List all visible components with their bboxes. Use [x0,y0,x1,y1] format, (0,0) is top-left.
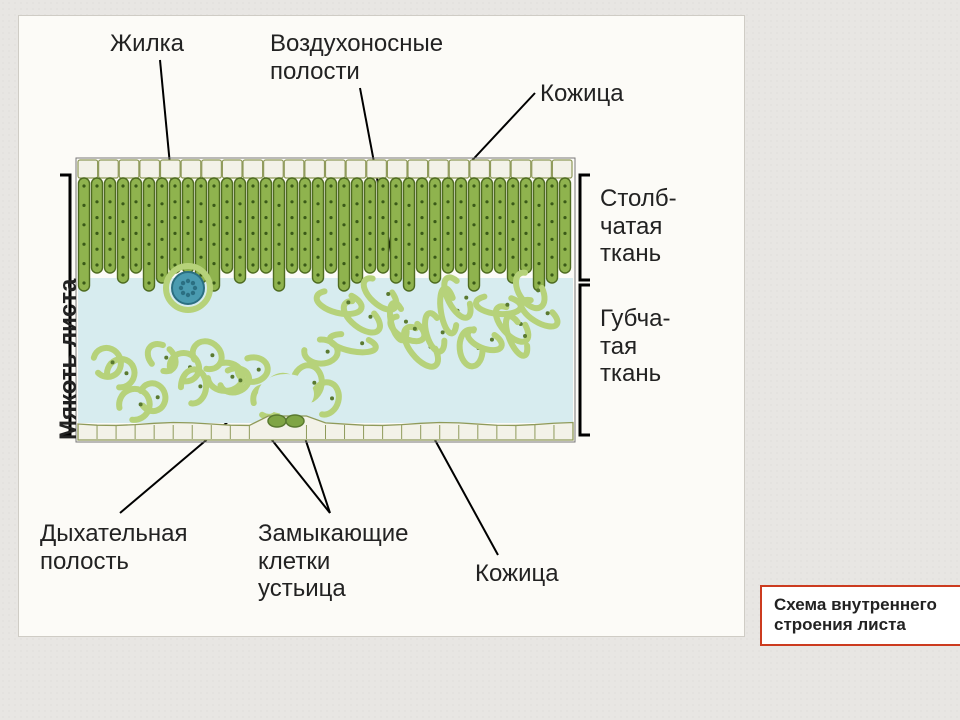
caption-text: Схема внутреннего строения листа [774,595,937,634]
label-vein: Жилка [110,30,184,58]
label-guard: Замыкающие клетки устьица [258,520,408,603]
label-resp: Дыхательная полость [40,520,187,575]
label-spongy: Губча- тая ткань [600,305,670,388]
label-epi-bot: Кожица [475,560,559,588]
label-epi-top: Кожица [540,80,624,108]
label-air: Воздухоносные полости [270,30,443,85]
mesophyll-side-label: Мякоть листа [55,279,83,440]
caption-box: Схема внутреннего строения листа [760,585,960,646]
label-palisade: Столб- чатая ткань [600,185,677,268]
